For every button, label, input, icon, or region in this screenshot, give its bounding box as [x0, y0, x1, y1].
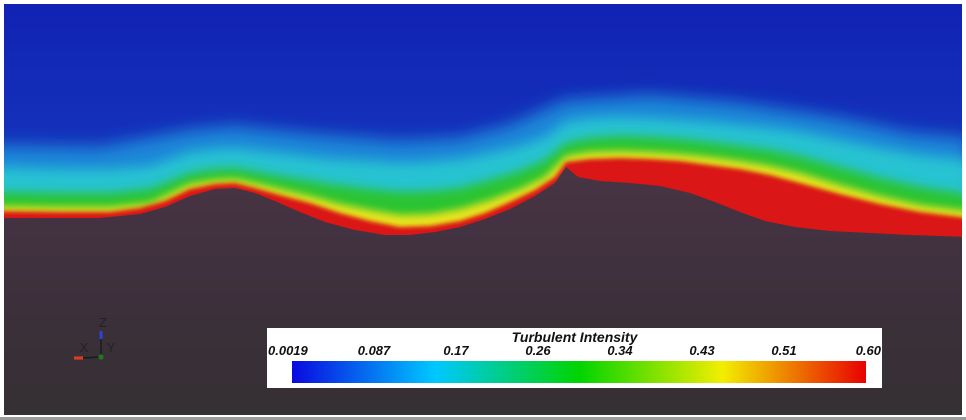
colorbar-tick-label: 0.43 — [689, 343, 715, 358]
colorbar-tick-label: 0.087 — [357, 343, 391, 358]
colorbar-title: Turbulent Intensity — [511, 329, 638, 345]
render-view[interactable]: Z X Y Turbulent Intensity 0.0019 0.087 0.1… — [4, 4, 962, 415]
colorbar-tick-label: 0.51 — [771, 343, 797, 358]
colorbar-tick-label: 0.0019 — [268, 343, 308, 358]
colorbar-tick-label: 0.26 — [525, 343, 551, 358]
colorbar-tick-label: 0.17 — [443, 343, 469, 358]
frame-bottom-border — [0, 417, 966, 420]
colorbar-legend[interactable]: Turbulent Intensity 0.0019 0.087 0.17 0.26 0… — [267, 328, 882, 388]
x-axis-label: X — [80, 340, 89, 355]
colorbar-tick-label: 0.34 — [607, 343, 633, 358]
colorbar-gradient-bar — [292, 361, 866, 383]
colorbar-tick-label: 0.60 — [855, 343, 881, 358]
y-axis-dot — [98, 354, 104, 360]
colorbar-tick-labels: 0.0019 0.087 0.17 0.26 0.34 0.43 0.51 0.60 — [267, 343, 882, 359]
z-axis-label: Z — [99, 315, 107, 330]
orientation-axes-widget: Z X Y — [74, 315, 116, 360]
x-axis-line — [81, 356, 102, 359]
y-axis-label: Y — [107, 340, 116, 355]
